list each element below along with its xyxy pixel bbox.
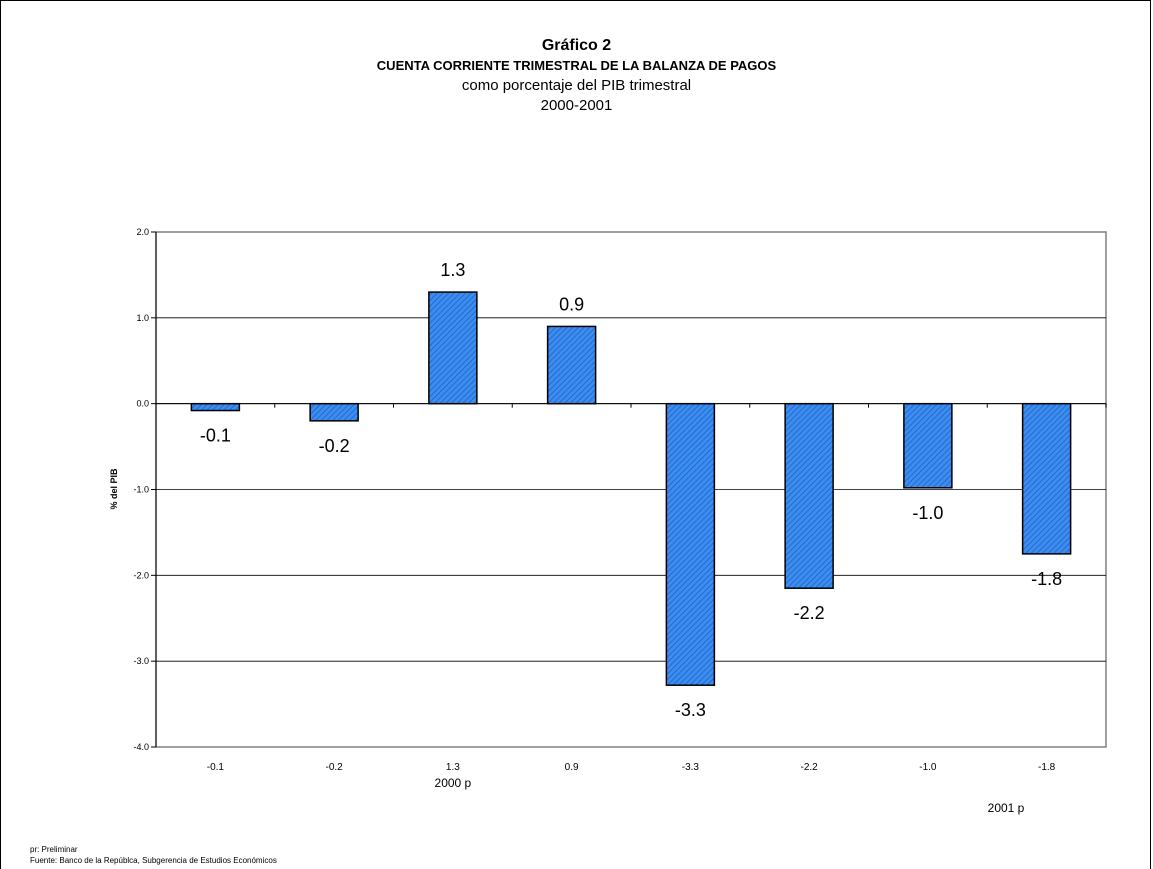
y-axis-label: % del PIB [109, 468, 119, 510]
bar [190, 402, 241, 412]
data-label: -1.8 [1031, 569, 1062, 589]
y-tick-label: -2.0 [133, 570, 149, 580]
bar [1021, 402, 1072, 555]
chart-title: Gráfico 2 [541, 37, 612, 54]
x-category-label: 0.9 [565, 762, 579, 773]
y-tick-label: -4.0 [133, 742, 149, 752]
year-label-2000: 2000 p [435, 776, 472, 790]
y-tick-label: 2.0 [136, 227, 149, 237]
y-tick-label: -3.0 [133, 656, 149, 666]
bar [665, 402, 716, 686]
footnote-preliminar: pr: Preliminar [30, 845, 78, 854]
data-label: -1.0 [912, 503, 943, 523]
data-label: 0.9 [559, 294, 584, 314]
data-label: -2.2 [794, 603, 825, 623]
bar [903, 402, 953, 489]
axis-ticks [151, 231, 1107, 748]
data-label: 1.3 [440, 260, 465, 280]
x-category-label: -2.2 [801, 762, 819, 773]
footnote-source: Fuente: Banco de la Repúblca, Subgerenci… [30, 856, 277, 865]
bar [309, 402, 359, 422]
chart-subtitle: CUENTA CORRIENTE TRIMESTRAL DE LA BALANZ… [376, 58, 777, 73]
bar [546, 325, 597, 405]
data-label: -0.2 [319, 436, 350, 456]
title-block: Gráfico 2 CUENTA CORRIENTE TRIMESTRAL DE… [0, 36, 1153, 116]
labels: 2.0 1.0 0.0 -1.0 -2.0 -3.0 -4.0 % del PIB -0.1 -0… [109, 227, 1062, 815]
x-category-label: -3.3 [682, 762, 700, 773]
x-category-label: -0.2 [326, 762, 344, 773]
bar-series [190, 291, 1072, 686]
bar [428, 291, 478, 405]
bar [784, 402, 834, 589]
chart-subtitle-years: 2000-2001 [540, 97, 613, 114]
y-tick-label: 1.0 [136, 313, 149, 323]
data-label: -3.3 [675, 700, 706, 720]
year-label-2001: 2001 p [988, 801, 1025, 815]
x-category-label: -1.0 [919, 762, 937, 773]
y-tick-label: 0.0 [136, 399, 149, 409]
x-category-label: -0.1 [207, 762, 225, 773]
y-tick-label: -1.0 [133, 485, 149, 495]
chart-subtitle-units: como porcentaje del PIB trimestral [461, 77, 692, 94]
data-label: -0.1 [200, 426, 231, 446]
x-category-label: -1.8 [1038, 762, 1056, 773]
footnotes: pr: Preliminar Fuente: Banco de la Repúb… [30, 844, 277, 866]
x-category-label: 1.3 [446, 762, 460, 773]
